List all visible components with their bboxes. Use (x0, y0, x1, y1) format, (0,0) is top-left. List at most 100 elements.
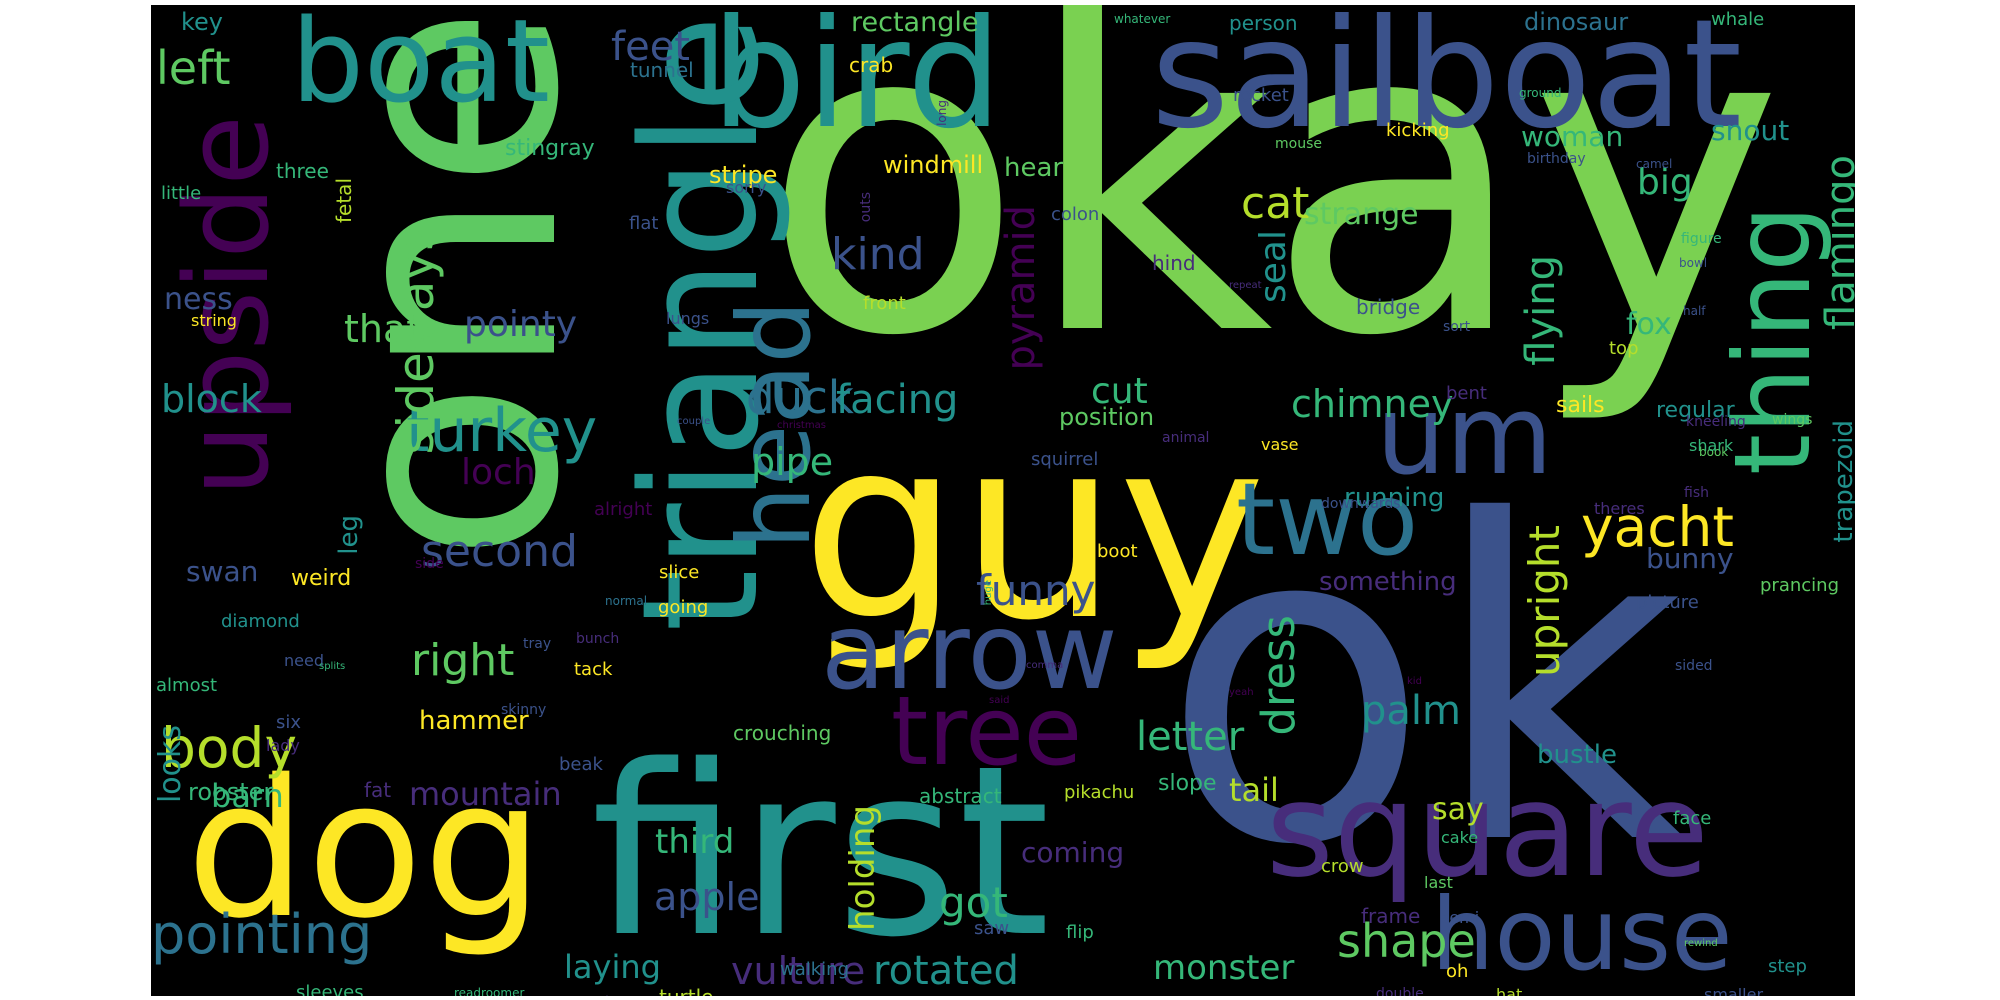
word-boat: boat (291, 5, 550, 129)
word-fox: fox (1626, 307, 1672, 342)
word-sleeves: sleeves (296, 982, 364, 997)
word-bowl: bowl (1679, 256, 1708, 270)
word-boot: boot (1097, 541, 1138, 562)
word-apple: apple (654, 875, 760, 919)
word-square: square (1266, 754, 1709, 906)
word-ness: ness (164, 282, 233, 317)
word-string: string (191, 311, 237, 330)
word-six: six (276, 712, 302, 733)
word-thats: thats (344, 307, 441, 351)
word-sailboat: sailboat (1151, 5, 1743, 162)
word-picture: picture (1636, 592, 1699, 613)
word-tack: tack (574, 659, 613, 680)
word-smaller: smaller (1704, 985, 1764, 997)
word-lady: lady (266, 736, 300, 755)
word-looks: looks (153, 725, 188, 804)
word-strange: strange (1304, 197, 1419, 232)
word-rocket: rocket (1233, 85, 1289, 106)
word-camel: camel (1636, 157, 1673, 171)
word-vase: vase (1261, 435, 1299, 454)
word-turkey: turkey (406, 396, 598, 466)
word-repeat: repeat (1229, 280, 1262, 291)
word-tail: tail (1229, 771, 1279, 809)
word-flamingo: flamingo (1818, 155, 1855, 330)
word-rewind: rewind (1684, 938, 1718, 949)
word-seal: seal (1253, 230, 1294, 303)
word-pyramid: pyramid (998, 205, 1044, 371)
word-birthday: birthday (1527, 151, 1586, 167)
word-flying: flying (1518, 255, 1564, 366)
word-colon: colon (1051, 204, 1100, 225)
word-okay: okay (761, 5, 1784, 430)
word-saw: saw (974, 918, 1010, 939)
word-shark: shark (1689, 436, 1734, 455)
word-dinosaur: dinosaur (1524, 8, 1629, 36)
word-said: said (989, 695, 1010, 706)
word-almost: almost (156, 675, 218, 696)
word-sorry: sorry (726, 178, 767, 197)
word-hat: hat (1496, 985, 1523, 997)
word-dog: dog (186, 739, 544, 960)
word-squirrel: squirrel (1031, 449, 1099, 470)
word-trapezoid: trapezoid (1829, 420, 1855, 543)
word-rotated: rotated (873, 948, 1019, 994)
word-cake: cake (1441, 828, 1479, 847)
word-pointing: pointing (151, 903, 373, 966)
word-whale: whale (1711, 9, 1765, 30)
word-feet: feet (611, 24, 690, 70)
word-top: top (1609, 338, 1639, 359)
word-letter: letter (1136, 714, 1245, 760)
word-position: position (1059, 403, 1155, 431)
word-thing: thing (1712, 205, 1834, 476)
word-alright: alright (594, 499, 653, 520)
word-double: double (1376, 986, 1424, 996)
word-weird: weird (291, 566, 352, 591)
word-sided: sided (1675, 658, 1713, 674)
word-ok: ok (1161, 429, 1686, 941)
word-bunch: bunch (576, 631, 620, 647)
word-crab: crab (849, 53, 894, 77)
word-right: right (411, 635, 515, 686)
word-wings: wings (1772, 412, 1813, 428)
word-tunnel: tunnel (630, 58, 694, 82)
word-cat: cat (1241, 178, 1310, 229)
word-skinny: skinny (501, 702, 547, 718)
word-say: say (1432, 792, 1484, 827)
word-slope: slope (1158, 771, 1217, 796)
word-um: um (1376, 371, 1553, 499)
word-half: half (1683, 304, 1706, 318)
word-kid: kid (1407, 676, 1422, 687)
word-windmill: windmill (883, 151, 984, 179)
word-pipe: pipe (751, 440, 834, 484)
word-slice: slice (659, 562, 700, 583)
word-two: two (1236, 461, 1419, 578)
word-bunny: bunny (1646, 542, 1734, 575)
word-cut: cut (1091, 371, 1148, 412)
word-lungs: lungs (666, 309, 710, 328)
word-prancing: prancing (1760, 575, 1839, 596)
word-semi: semi (1441, 908, 1480, 927)
word-something: something (1319, 567, 1457, 597)
word-christmas: christmas (777, 420, 826, 431)
word-fetal: fetal (332, 178, 356, 223)
word-barn: barn (211, 777, 284, 815)
word-comma: comma (1026, 660, 1064, 671)
word-bustle: bustle (1537, 740, 1617, 770)
word-dress: dress (1252, 615, 1305, 736)
word-normal: normal (605, 594, 648, 608)
word-crow: crow (1321, 856, 1364, 877)
word-long: long (935, 100, 949, 126)
word-big: big (1637, 162, 1693, 203)
word-kicking: kicking (1386, 120, 1450, 141)
word-face: face (1673, 808, 1712, 829)
word-readroomer: readroomer (454, 986, 525, 996)
word-hear: hear (1004, 153, 1064, 183)
word-fat: fat (364, 778, 392, 802)
word-deer: deer (601, 995, 628, 996)
word-second: second (421, 526, 578, 577)
word-stripe: stripe (709, 161, 778, 189)
word-last: last (1424, 873, 1453, 892)
word-palm: palm (1361, 688, 1461, 734)
word-abstract: abstract (919, 784, 1002, 808)
word-vulture: vulture (731, 949, 866, 993)
